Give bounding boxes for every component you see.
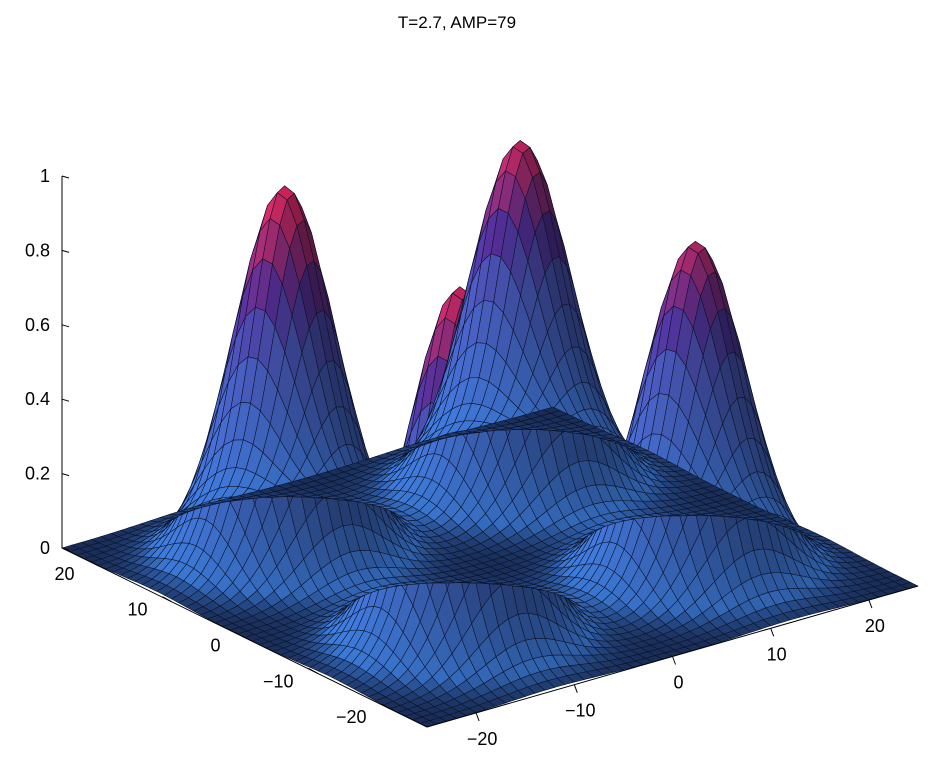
z-tick (61, 324, 70, 328)
z-tick (61, 473, 70, 477)
y-tick (162, 596, 172, 603)
y-tick (89, 560, 99, 567)
axes: 0 0.2 0.4 0.6 0.8 1 −20 −10 0 10 20 −20 −10 0 10 20 (25, 166, 919, 749)
z-tick-label: 0 (40, 538, 50, 558)
x-tick-label: 10 (767, 644, 787, 664)
z-tick-label: 1 (40, 166, 50, 186)
y-tick-label: −10 (263, 671, 294, 691)
y-tick (308, 667, 318, 674)
x-tick (573, 684, 578, 693)
y-tick (235, 632, 245, 638)
x-tick (770, 628, 775, 637)
surface-cell (542, 406, 562, 414)
y-tick-label: −20 (336, 707, 367, 727)
y-tick-label: 10 (127, 600, 147, 620)
z-tick-label: 0.6 (25, 315, 50, 335)
x-tick (868, 599, 873, 609)
z-tick (61, 249, 70, 253)
x-tick-label: −10 (565, 701, 596, 721)
z-tick-label: 0.8 (25, 240, 50, 260)
x-tick-label: −20 (467, 729, 498, 749)
y-tick (381, 703, 391, 710)
z-tick (61, 398, 70, 402)
z-tick (61, 175, 70, 179)
surface-mesh (61, 139, 919, 728)
x-tick (672, 656, 676, 665)
y-tick-label: 20 (54, 564, 74, 584)
y-tick-label: 0 (210, 636, 220, 656)
z-tick-label: 0.4 (25, 389, 50, 409)
x-tick-label: 20 (865, 616, 885, 636)
z-tick-label: 0.2 (25, 464, 50, 484)
chart-title: T=2.7, AMP=79 (398, 13, 516, 32)
x-tick-label: 0 (673, 673, 683, 693)
x-tick (475, 712, 480, 722)
